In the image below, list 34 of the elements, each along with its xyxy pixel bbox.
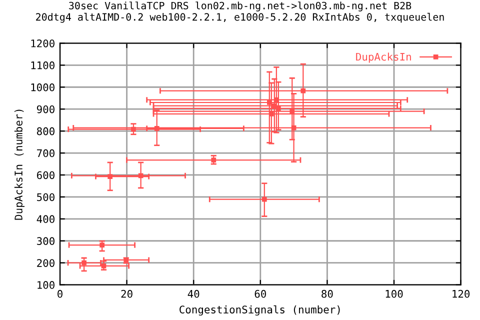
x-tick-label: 20 <box>121 290 132 298</box>
chart-title: 30sec VanillaTCP DRS lon02.mb-ng.net->lon03.mb-ng.net B2B 20dtg4 altAIMD-0.2 web100-2.2.1, e1000-5.2.20 RxIntAbs 0, txqueuelen <box>36 2 444 23</box>
point <box>300 88 306 94</box>
x-tick-label: 100 <box>386 290 403 298</box>
y-tick-label: 900 <box>36 105 54 114</box>
y-tick-label: 200 <box>37 259 54 267</box>
point <box>100 242 105 248</box>
y-axis-title: DupAcksIn (number) <box>14 110 24 220</box>
point <box>108 174 113 179</box>
y-tick-label: 100 <box>38 281 54 289</box>
point <box>290 108 295 114</box>
point <box>262 196 267 202</box>
y-tick-label: 600 <box>37 171 54 180</box>
y-tick-label: 400 <box>36 215 54 224</box>
point <box>266 100 272 105</box>
x-tick-label: 40 <box>188 290 200 298</box>
x-tick-label: 0 <box>58 290 62 298</box>
y-tick-label: 500 <box>37 193 54 202</box>
y-tick-label: 1100 <box>31 61 54 70</box>
point <box>138 173 144 178</box>
point <box>291 125 296 130</box>
y-tick-label: 1200 <box>31 39 54 48</box>
point <box>82 260 86 266</box>
y-tick-label: 1000 <box>31 83 54 92</box>
y-tick-label: 300 <box>37 237 54 246</box>
y-tick-label: 800 <box>36 127 54 136</box>
x-tick-label: 120 <box>452 290 470 298</box>
x-axis-title: CongestionSignals (number) <box>180 305 340 316</box>
point <box>131 126 136 132</box>
point <box>154 126 160 131</box>
y-tick-label: 700 <box>37 149 54 158</box>
x-tick-label: 80 <box>322 290 333 298</box>
legend-label: DupAcksIn <box>356 52 411 63</box>
x-tick-label: 60 <box>254 290 266 298</box>
